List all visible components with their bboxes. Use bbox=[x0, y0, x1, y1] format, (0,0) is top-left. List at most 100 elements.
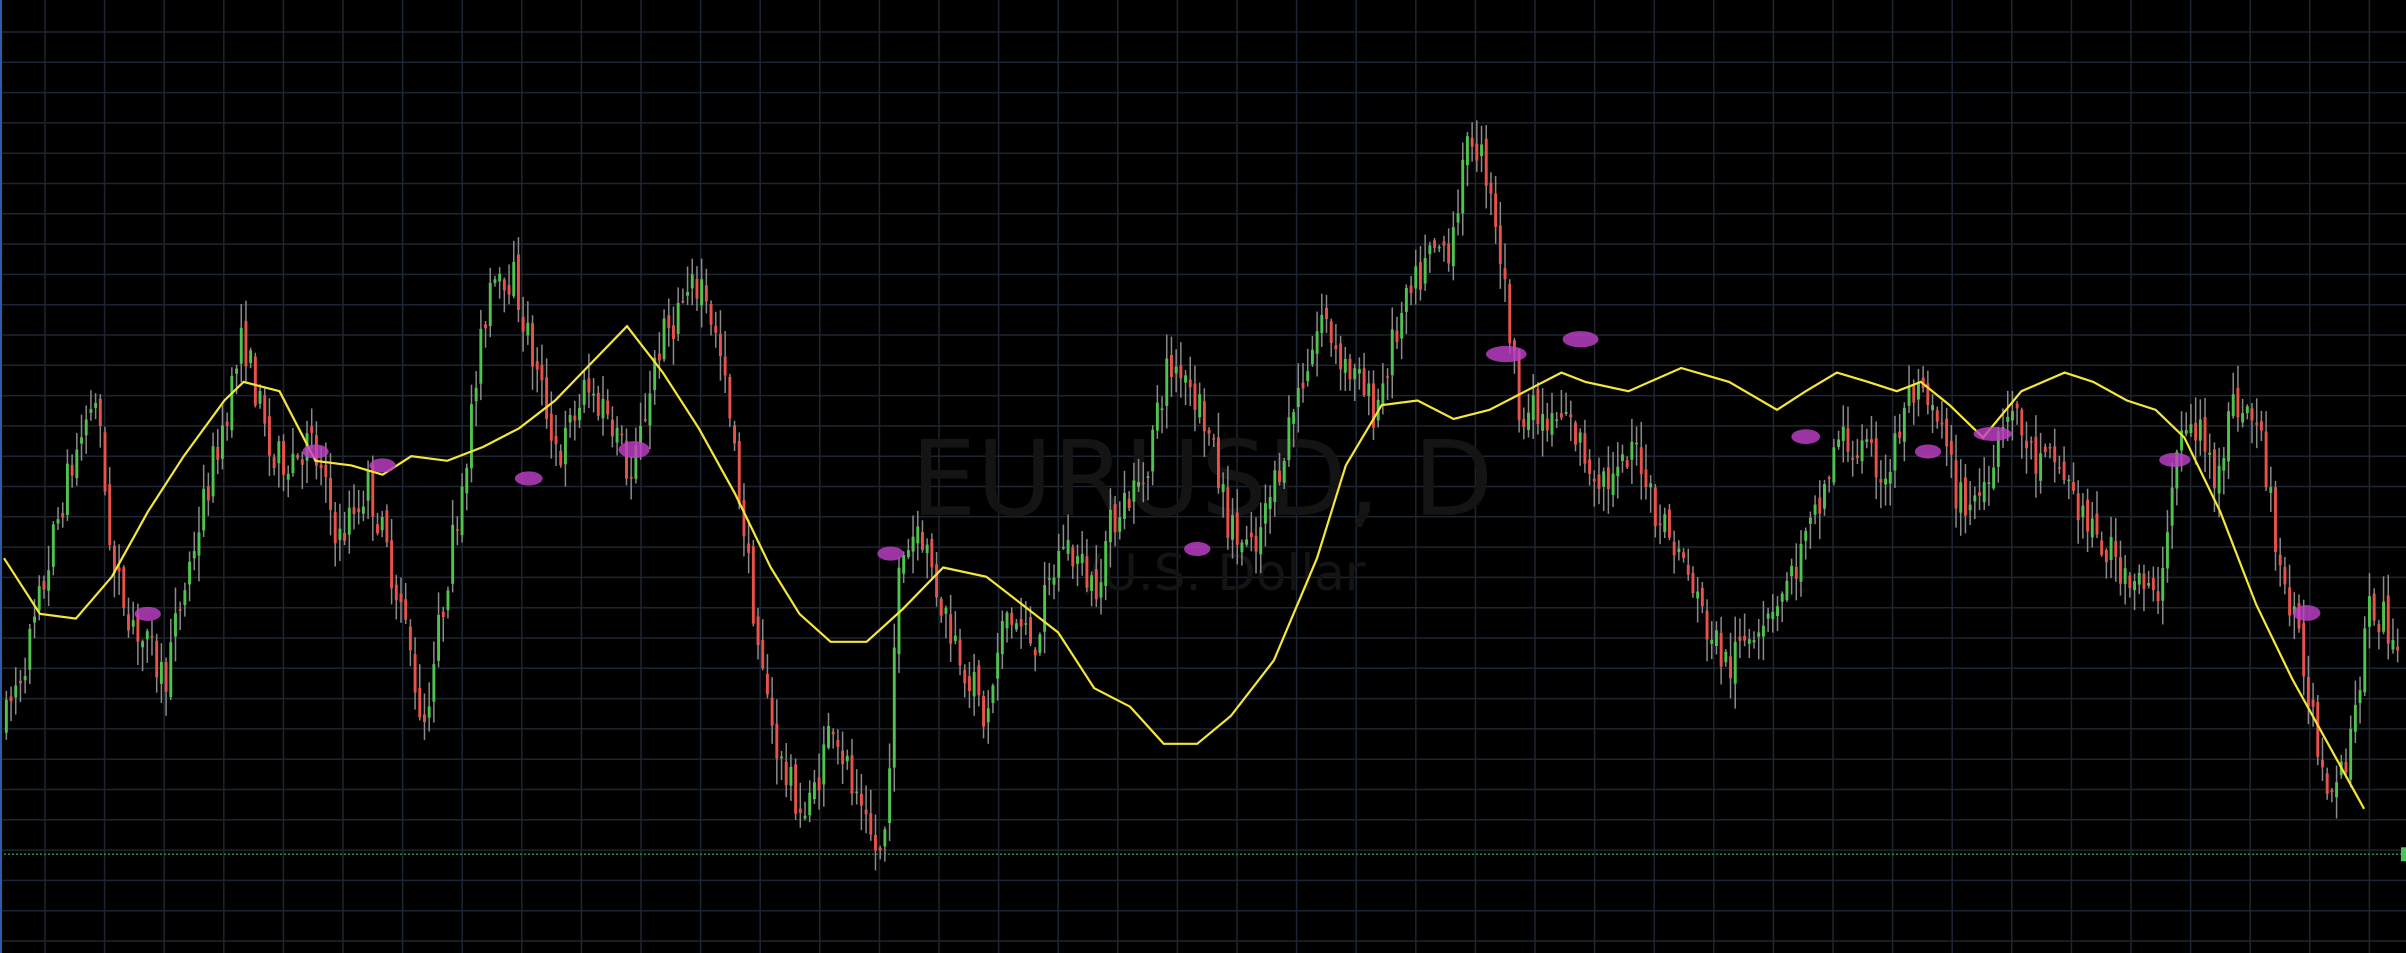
candle[interactable] bbox=[2067, 474, 2071, 500]
candle[interactable] bbox=[2109, 516, 2113, 579]
candle[interactable] bbox=[1851, 440, 1855, 477]
candle[interactable] bbox=[1155, 385, 1159, 439]
candle[interactable] bbox=[676, 287, 680, 342]
candle[interactable] bbox=[1437, 244, 1441, 253]
candle[interactable] bbox=[798, 782, 802, 828]
candle[interactable] bbox=[765, 654, 769, 699]
signal-marker[interactable] bbox=[2159, 452, 2191, 467]
candle[interactable] bbox=[1940, 400, 1944, 439]
candle[interactable] bbox=[1123, 470, 1126, 530]
candle[interactable] bbox=[141, 639, 145, 672]
candle[interactable] bbox=[695, 266, 699, 311]
candle[interactable] bbox=[2325, 767, 2329, 800]
candle[interactable] bbox=[174, 587, 177, 662]
candle[interactable] bbox=[56, 507, 60, 531]
candle[interactable] bbox=[1912, 379, 1916, 425]
candle[interactable] bbox=[169, 618, 173, 700]
candle[interactable] bbox=[1000, 610, 1004, 669]
candle[interactable] bbox=[2076, 480, 2080, 544]
candle[interactable] bbox=[714, 311, 718, 348]
candle[interactable] bbox=[1278, 452, 1281, 486]
candle[interactable] bbox=[18, 669, 22, 703]
candle[interactable] bbox=[610, 406, 614, 448]
candle[interactable] bbox=[2100, 531, 2104, 557]
candle[interactable] bbox=[2114, 518, 2118, 582]
candle[interactable] bbox=[1043, 561, 1047, 654]
candle[interactable] bbox=[469, 384, 473, 483]
candle[interactable] bbox=[1127, 491, 1131, 512]
candle[interactable] bbox=[1597, 457, 1601, 505]
candle[interactable] bbox=[1475, 120, 1479, 172]
candle[interactable] bbox=[535, 347, 539, 393]
candle[interactable] bbox=[498, 267, 502, 299]
candle[interactable] bbox=[98, 394, 102, 448]
candle[interactable] bbox=[145, 628, 149, 663]
candle[interactable] bbox=[493, 275, 497, 287]
candle[interactable] bbox=[563, 410, 567, 487]
candle[interactable] bbox=[1818, 480, 1822, 540]
candle[interactable] bbox=[310, 408, 314, 449]
candle[interactable] bbox=[803, 801, 807, 821]
candle[interactable] bbox=[1198, 382, 1202, 424]
candle[interactable] bbox=[629, 456, 633, 500]
candle[interactable] bbox=[2184, 412, 2188, 437]
candle[interactable] bbox=[1268, 485, 1272, 534]
candle[interactable] bbox=[131, 601, 135, 635]
candle[interactable] bbox=[1733, 616, 1737, 709]
candle[interactable] bbox=[441, 606, 445, 642]
candle[interactable] bbox=[352, 484, 356, 530]
candle[interactable] bbox=[277, 435, 281, 488]
candle[interactable] bbox=[1630, 418, 1634, 484]
candle[interactable] bbox=[1480, 125, 1483, 173]
candle[interactable] bbox=[554, 414, 558, 466]
candle[interactable] bbox=[737, 432, 741, 510]
candle[interactable] bbox=[1959, 459, 1963, 536]
candle[interactable] bbox=[1583, 419, 1587, 473]
signal-marker[interactable] bbox=[1914, 444, 1942, 459]
candle[interactable] bbox=[286, 465, 290, 498]
candle[interactable] bbox=[418, 664, 422, 721]
candle[interactable] bbox=[1677, 540, 1681, 561]
candle[interactable] bbox=[657, 332, 661, 379]
candle[interactable] bbox=[1080, 531, 1084, 576]
candle[interactable] bbox=[1057, 533, 1061, 592]
candle[interactable] bbox=[1545, 402, 1549, 442]
candle[interactable] bbox=[122, 565, 126, 616]
candle[interactable] bbox=[164, 657, 168, 716]
candle[interactable] bbox=[2321, 737, 2324, 781]
candle[interactable] bbox=[1771, 594, 1775, 633]
candle[interactable] bbox=[437, 592, 441, 668]
candle[interactable] bbox=[1188, 356, 1192, 406]
candle[interactable] bbox=[1635, 426, 1639, 466]
candle[interactable] bbox=[2170, 462, 2174, 549]
candle[interactable] bbox=[1038, 632, 1042, 656]
candle[interactable] bbox=[1447, 228, 1451, 272]
candle[interactable] bbox=[681, 288, 685, 304]
candle[interactable] bbox=[1179, 342, 1183, 398]
candle[interactable] bbox=[1578, 428, 1582, 466]
candle[interactable] bbox=[2198, 399, 2202, 456]
candle[interactable] bbox=[1564, 392, 1568, 416]
candle[interactable] bbox=[1738, 618, 1742, 659]
candlestick-series[interactable] bbox=[4, 120, 2400, 871]
candle[interactable] bbox=[1714, 621, 1718, 655]
candle[interactable] bbox=[686, 266, 690, 305]
candle[interactable] bbox=[432, 641, 436, 723]
candle[interactable] bbox=[1527, 393, 1530, 438]
candle[interactable] bbox=[117, 544, 121, 595]
candle[interactable] bbox=[1033, 647, 1037, 672]
candle[interactable] bbox=[127, 597, 130, 638]
candle[interactable] bbox=[1498, 201, 1502, 289]
candle[interactable] bbox=[451, 499, 455, 593]
candle[interactable] bbox=[2165, 510, 2169, 583]
signal-markers[interactable] bbox=[134, 331, 2321, 621]
candle[interactable] bbox=[596, 385, 600, 421]
candle[interactable] bbox=[1536, 382, 1540, 435]
candle[interactable] bbox=[2020, 407, 2024, 459]
candle[interactable] bbox=[1982, 457, 1986, 510]
candle[interactable] bbox=[1404, 284, 1408, 335]
candle[interactable] bbox=[911, 515, 915, 574]
candle[interactable] bbox=[14, 667, 18, 715]
candle[interactable] bbox=[1602, 467, 1606, 512]
